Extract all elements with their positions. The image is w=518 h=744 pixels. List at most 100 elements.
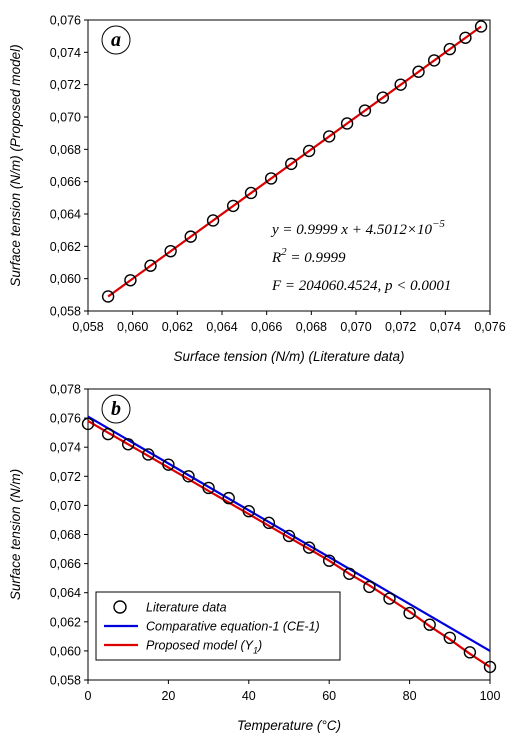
data-point (474, 20, 488, 33)
legend-label-text: Proposed model (Y (146, 639, 255, 653)
plot-area (107, 25, 482, 298)
data-point (363, 580, 376, 594)
x-tick-label: 40 (242, 689, 256, 703)
eq-part: = 0.9999 (287, 250, 346, 266)
data-point (358, 104, 372, 117)
y-tick-label: 0,060 (50, 272, 81, 286)
data-point (206, 214, 220, 227)
legend-label: Literature data (146, 601, 227, 615)
data-point (121, 438, 135, 451)
x-tick-label: 0,058 (72, 320, 103, 334)
data-point (124, 274, 137, 287)
data-point (459, 31, 472, 44)
data-point (262, 516, 276, 530)
data-point (376, 91, 389, 104)
y-tick-label: 0,062 (50, 615, 81, 629)
y-tick-label: 0,068 (50, 528, 81, 542)
x-axis-title: Temperature (°C) (237, 718, 341, 733)
data-point (383, 592, 396, 605)
data-point (142, 448, 155, 461)
y-tick-label: 0,064 (50, 586, 81, 600)
legend-label: Comparative equation-1 (CE-1) (146, 620, 320, 634)
eq-exponent: 2 (281, 246, 287, 258)
data-point (323, 130, 336, 143)
eq-part: R (271, 250, 281, 266)
legend: Literature data Comparative equation-1 (C… (95, 591, 341, 661)
data-point (264, 172, 278, 185)
y-axis-title: Surface tension (N/m) (Proposed model) (8, 44, 23, 286)
eq-part: y = 0.9999 (270, 222, 341, 238)
y-tick-label: 0,064 (50, 208, 81, 222)
data-point (282, 529, 296, 543)
x-tick-label: 0,068 (296, 320, 327, 334)
data-point (226, 199, 240, 213)
x-tick-label: 20 (161, 689, 175, 703)
x-tick-label: 0,064 (206, 320, 237, 334)
data-point (162, 458, 175, 471)
data-point (483, 660, 497, 674)
f-statistic: F = 204060.4524, p < 0.0001 (271, 278, 451, 294)
regression-equation: y = 0.9999 x + 4.5012×10−5 (270, 218, 445, 238)
data-point (222, 491, 235, 505)
eq-exponent: −5 (432, 218, 445, 230)
x-tick-label: 0,066 (251, 320, 282, 334)
legend-marker (113, 600, 127, 614)
data-point (302, 541, 316, 554)
data-point (463, 646, 477, 659)
y-tick-label: 0,074 (50, 441, 81, 455)
chart-panel-a: 0,058 0,060 0,062 0,064 0,066 0,068 0,070 0,072… (8, 14, 506, 365)
x-axis-title: Surface tension (N/m) (Literature data) (173, 349, 404, 364)
data-point (340, 117, 354, 130)
x-tick-label: 100 (480, 689, 501, 703)
y-tick-label: 0,078 (50, 383, 81, 397)
data-point (202, 481, 215, 495)
y-tick-label: 0,066 (50, 175, 81, 189)
series-line (107, 25, 482, 298)
series-line (88, 420, 490, 668)
data-point (242, 505, 256, 518)
data-point (81, 417, 95, 431)
x-tick-label: 0,072 (385, 320, 416, 334)
y-tick-label: 0,060 (50, 644, 81, 658)
y-tick-label: 0,058 (50, 674, 81, 688)
x-tick-label: 80 (403, 689, 417, 703)
y-axis-title: Surface tension (N/m) (8, 469, 23, 600)
plot-frame (87, 19, 491, 312)
data-point (403, 606, 416, 620)
plot-area (88, 415, 490, 668)
chart-panel-b: 0,058 0,060 0,062 0,064 0,066 0,068 0,070 0,072… (8, 383, 500, 734)
data-point (423, 618, 436, 631)
panel-label-badge (101, 394, 131, 424)
y-tick-label: 0,072 (50, 78, 81, 92)
panel-label-badge (101, 25, 131, 55)
y-tick-label: 0,062 (50, 240, 81, 254)
data-point (443, 42, 456, 56)
y-tick-label: 0,066 (50, 557, 81, 571)
data-point (412, 65, 425, 78)
x-tick-label: 60 (322, 689, 336, 703)
panel-label: b (111, 398, 121, 420)
x-tick-label: 0 (85, 689, 92, 703)
legend-label: Proposed model (Y1) (146, 639, 262, 656)
data-point (184, 230, 197, 243)
y-tick-label: 0,070 (50, 111, 81, 125)
x-tick-label: 0,060 (117, 320, 148, 334)
eq-part: + 4.5012×10 (348, 222, 432, 238)
x-tick-label: 0,062 (162, 320, 193, 334)
data-point (443, 631, 456, 645)
data-point (285, 157, 298, 171)
x-tick-label: 0,070 (340, 320, 371, 334)
y-tick-label: 0,076 (50, 14, 81, 28)
data-point (244, 186, 258, 200)
data-point (164, 244, 177, 258)
data-point (101, 427, 115, 441)
data-point (182, 470, 195, 483)
legend-label-text: Literature data (146, 601, 227, 615)
data-point (427, 54, 441, 67)
y-tick-label: 0,058 (50, 305, 81, 319)
y-tick-label: 0,072 (50, 470, 81, 484)
series-line (88, 415, 490, 652)
x-tick-label: 0,076 (474, 320, 505, 334)
data-point (323, 554, 336, 567)
